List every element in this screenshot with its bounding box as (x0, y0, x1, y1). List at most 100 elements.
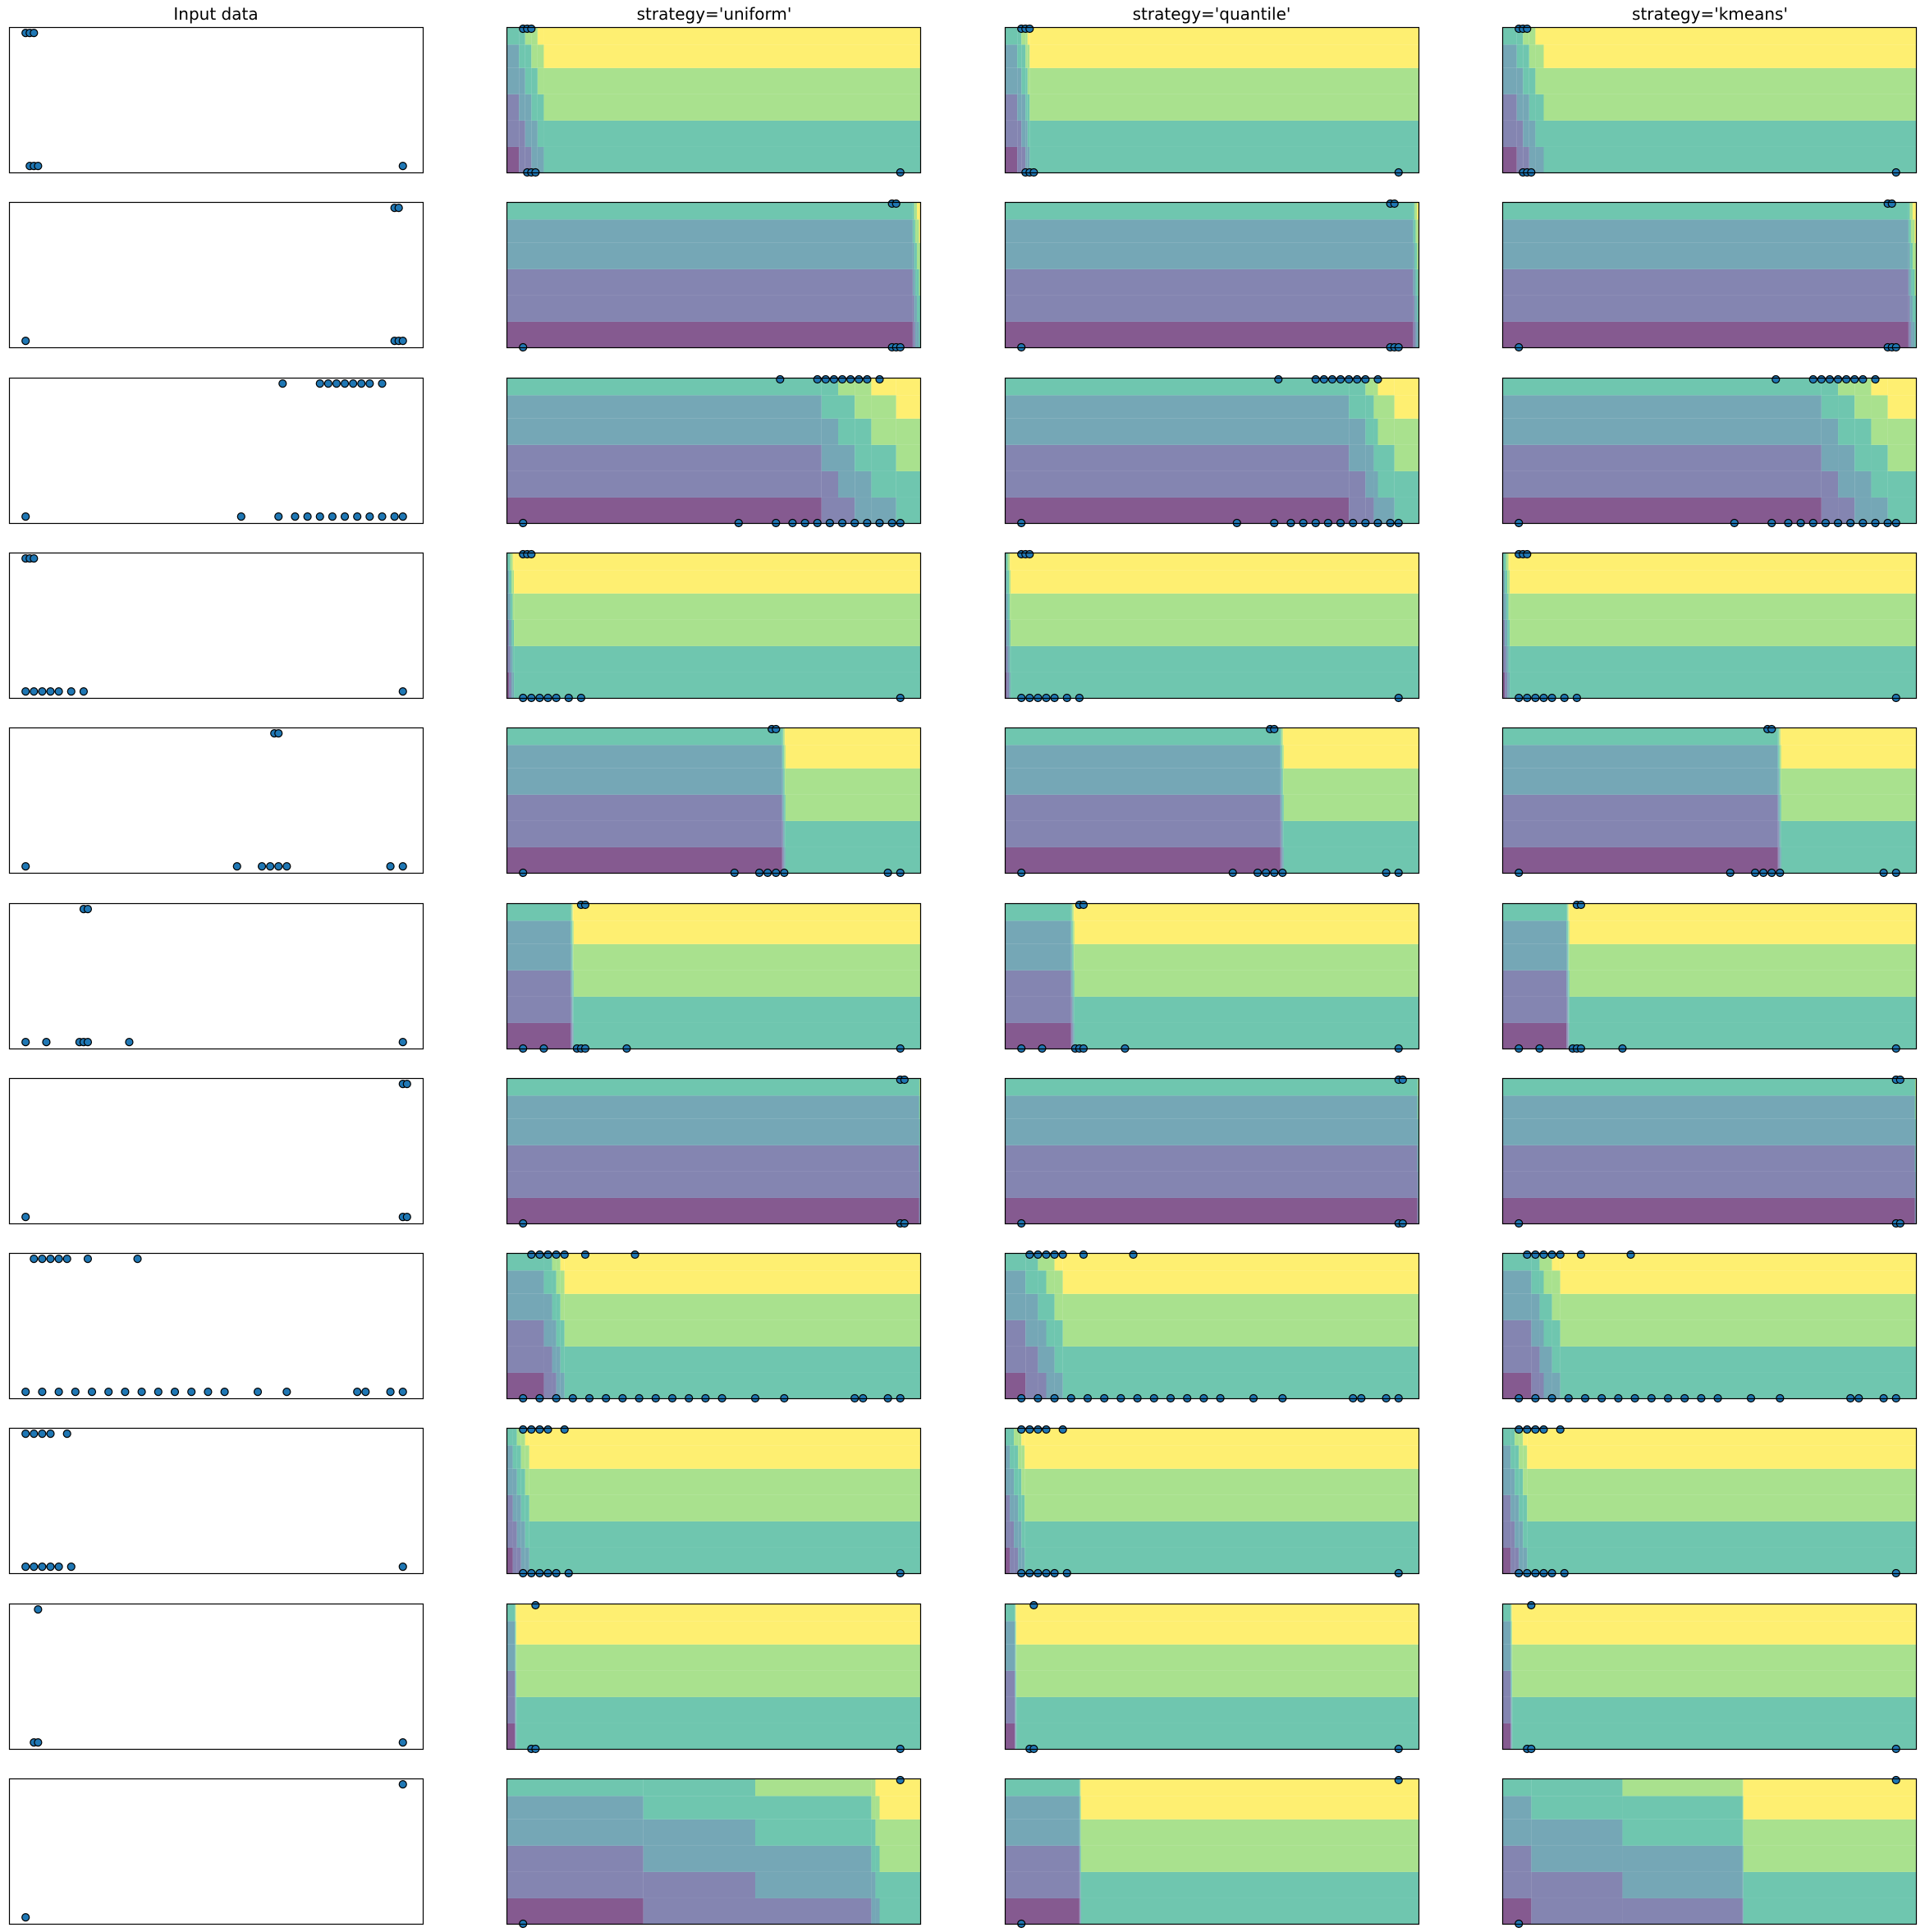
bin-cell (1502, 970, 1567, 997)
bin-cell (1914, 1145, 1916, 1172)
bin-cell (1373, 444, 1378, 471)
bin-cell (1054, 1319, 1063, 1347)
bin-cell (1508, 570, 1510, 594)
bin-cell (1527, 1428, 1917, 1446)
bin-cell (506, 242, 913, 269)
data-point (83, 905, 93, 914)
bin-cell (1502, 321, 1909, 348)
bin-cell (781, 768, 783, 795)
bin-cell (1006, 645, 1008, 672)
data-point (38, 1563, 47, 1572)
axes-frame (506, 552, 922, 700)
bin-cell (1062, 1270, 1419, 1294)
data-point (1345, 374, 1354, 384)
bin-cell (509, 593, 511, 620)
panel-svg (1004, 374, 1420, 528)
bin-cell (1568, 943, 1570, 971)
panel-row-6-uniform (506, 900, 922, 1053)
bin-cell (1502, 619, 1506, 646)
panel-row-10-quantile (1004, 1600, 1420, 1754)
bin-cell (1908, 321, 1910, 348)
panel-svg (8, 727, 424, 874)
bin-cell (1005, 1078, 1418, 1096)
bin-cell (514, 645, 921, 672)
data-point (83, 1038, 93, 1047)
bin-cell (537, 44, 544, 68)
bin-cell (1282, 847, 1284, 874)
panel-svg (8, 1778, 424, 1925)
data-point (323, 379, 332, 388)
bin-cell (1516, 146, 1524, 173)
bin-cell (564, 1319, 921, 1347)
bin-cell (1566, 943, 1568, 971)
bin-cell (1502, 1346, 1532, 1373)
panel-svg (1004, 24, 1420, 177)
bin-cell (1038, 1372, 1047, 1399)
panel-row-8-quantile (1004, 1250, 1420, 1403)
bin-cell (1510, 1696, 1512, 1723)
bin-cell (1777, 794, 1779, 821)
bin-cell (516, 1547, 521, 1574)
bin-cell (1073, 920, 1075, 944)
data-point (1390, 199, 1399, 209)
bin-cell (1281, 768, 1282, 795)
bin-cell (1015, 1604, 1017, 1622)
axes-frame (1004, 1603, 1420, 1751)
data-point (543, 1425, 552, 1434)
bin-cell (556, 1372, 561, 1399)
axes-frame (506, 1077, 922, 1225)
data-point (21, 1388, 30, 1397)
bin-cell (1502, 1670, 1511, 1697)
data-point (846, 374, 855, 384)
bin-cell (515, 1670, 516, 1697)
bin-cell (1502, 943, 1567, 971)
bin-cell (1005, 1293, 1026, 1320)
bin-cell (1029, 44, 1419, 68)
panel-svg (1501, 1425, 1918, 1578)
bin-cell (1377, 444, 1395, 471)
bin-cell (1414, 295, 1416, 322)
data-point (315, 512, 324, 521)
data-point (303, 512, 312, 521)
bin-cell (1507, 645, 1509, 672)
bin-cell (1416, 219, 1419, 243)
bin-cell (1778, 745, 1780, 769)
data-point (328, 512, 337, 521)
bin-cell (912, 295, 914, 322)
bin-cell (1021, 67, 1026, 94)
bin-cell (506, 1078, 919, 1096)
data-point (1025, 1425, 1034, 1434)
bin-cell (520, 1547, 525, 1574)
bin-cell (1502, 1696, 1511, 1723)
bin-cell (1511, 1621, 1512, 1645)
bin-cell (1502, 1644, 1511, 1671)
bin-cell (506, 1845, 644, 1872)
panel-svg (1501, 24, 1918, 177)
bin-cell (875, 1871, 880, 1898)
data-point (46, 1563, 55, 1572)
bin-cell (1079, 1871, 1081, 1898)
data-point (1887, 199, 1896, 209)
bin-cell (1909, 268, 1911, 296)
bin-cell (1510, 570, 1917, 594)
bin-cell (506, 1171, 919, 1198)
bin-cell (516, 1696, 921, 1723)
bin-cell (1010, 619, 1011, 646)
data-point (30, 1429, 39, 1439)
bin-cell (1414, 202, 1416, 220)
bin-cell (1025, 146, 1028, 173)
bin-cell (1005, 996, 1071, 1023)
data-point (1576, 900, 1586, 910)
bin-cell (531, 94, 538, 121)
bin-cell (1909, 321, 1911, 348)
bin-cell (1070, 996, 1072, 1023)
bin-cell (543, 146, 921, 173)
bin-cell (1505, 593, 1506, 620)
bin-cell (1070, 1022, 1072, 1049)
bin-cell (1871, 418, 1888, 445)
axes-frame (1501, 377, 1918, 525)
bin-cell (506, 672, 510, 699)
bin-cell (1018, 1494, 1022, 1521)
bin-cell (1567, 1022, 1569, 1049)
bin-cell (1512, 1696, 1917, 1723)
